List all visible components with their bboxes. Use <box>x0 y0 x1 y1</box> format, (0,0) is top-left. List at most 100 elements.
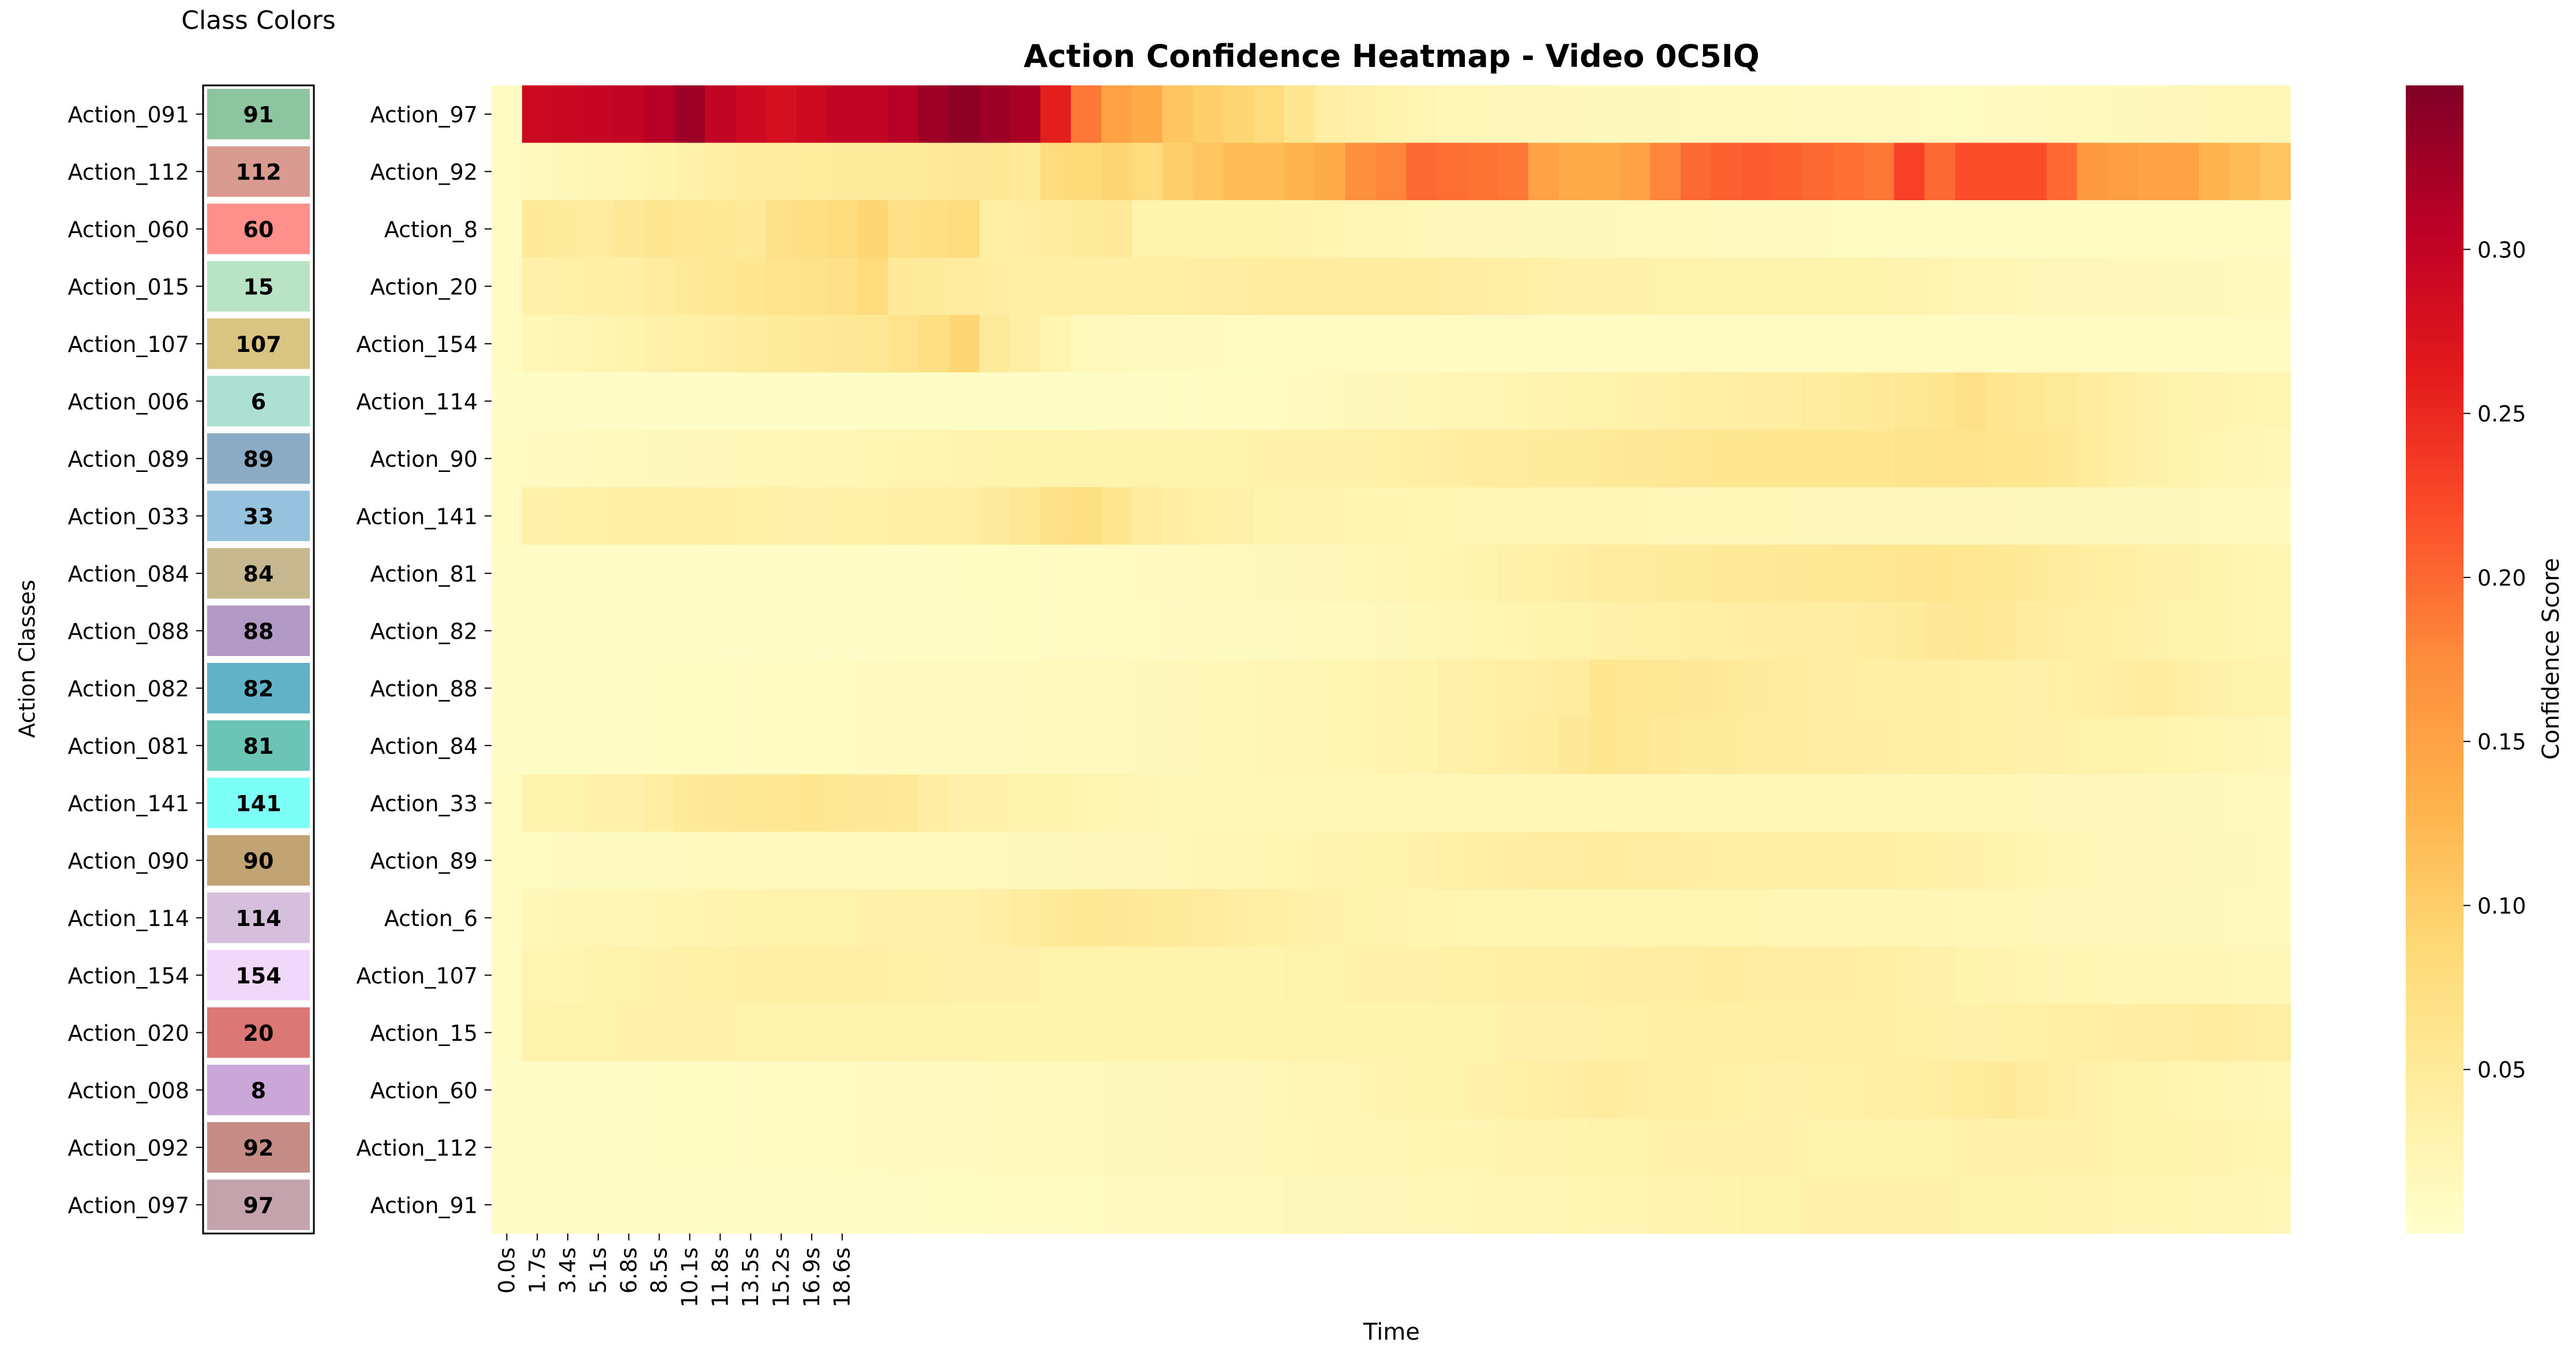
heatmap-cell <box>2138 1004 2169 1062</box>
heatmap-cell <box>1284 372 1315 430</box>
heatmap-cell <box>1071 85 1102 144</box>
heatmap-cell <box>644 831 675 890</box>
heatmap-cell <box>644 659 675 718</box>
heatmap-cell <box>2077 430 2108 488</box>
heatmap-cell <box>1619 659 1651 718</box>
heatmap-cell <box>1437 85 1468 144</box>
heatmap-cell <box>1467 602 1498 660</box>
heatmap-cell <box>1497 946 1529 1004</box>
heatmap-cell <box>766 831 797 890</box>
heatmap-cell <box>1497 545 1529 603</box>
heatmap-cell <box>1772 315 1803 373</box>
heatmap-cell <box>857 659 888 718</box>
heatmap-cell <box>2168 946 2200 1004</box>
heatmap-cell <box>796 143 827 201</box>
heatmap-cell <box>1345 85 1377 144</box>
heatmap-cell <box>1741 1004 1773 1062</box>
heatmap-cell <box>1711 1119 1742 1177</box>
heatmap-cell <box>1772 659 1803 718</box>
heatmap-cell <box>1558 85 1590 144</box>
heatmap-cell <box>2199 85 2230 144</box>
heatmap-cell <box>2199 143 2230 201</box>
legend-swatch <box>207 318 310 369</box>
heatmap-cell <box>1528 85 1559 144</box>
heatmap-cell <box>2077 717 2108 775</box>
heatmap-cell <box>552 487 584 545</box>
heatmap-cell <box>2260 889 2291 947</box>
heatmap-cell <box>1375 315 1407 373</box>
heatmap-cell <box>1772 85 1803 144</box>
heatmap-cell <box>1010 315 1041 373</box>
row-label: Action_8 <box>384 217 478 242</box>
heatmap-cell <box>1558 946 1590 1004</box>
heatmap-cell <box>1162 143 1194 201</box>
heatmap-cell <box>1924 1119 1956 1177</box>
heatmap-cell <box>552 602 584 660</box>
heatmap-cell <box>1314 889 1346 947</box>
heatmap-cell <box>918 545 950 603</box>
heatmap-cell <box>1284 1004 1315 1062</box>
heatmap-cell <box>1802 1061 1833 1119</box>
heatmap-cell <box>552 430 584 488</box>
heatmap-cell <box>1924 372 1956 430</box>
heatmap-cell <box>2260 545 2291 603</box>
heatmap-cell <box>1223 889 1254 947</box>
heatmap-cell <box>1437 946 1468 1004</box>
heatmap-cell <box>2046 85 2078 144</box>
heatmap-cell <box>796 602 827 660</box>
heatmap-cell <box>1131 487 1163 545</box>
heatmap-cell <box>1833 659 1864 718</box>
heatmap-cell <box>857 717 888 775</box>
heatmap-cell <box>1863 602 1895 660</box>
heatmap-cell <box>2168 372 2200 430</box>
heatmap-cell <box>1924 946 1956 1004</box>
heatmap-cell <box>1650 946 1681 1004</box>
legend-label: Action_033 <box>68 504 189 529</box>
heatmap-cell <box>1375 831 1407 890</box>
heatmap-cell <box>1345 1061 1377 1119</box>
heatmap-cell <box>888 1176 919 1234</box>
heatmap-cell <box>1863 430 1895 488</box>
heatmap-cell <box>1985 85 2016 144</box>
heatmap-cell <box>1802 85 1833 144</box>
heatmap-cell <box>1833 1004 1864 1062</box>
heatmap-cell <box>613 372 644 430</box>
heatmap-cell <box>522 659 553 718</box>
heatmap-cell <box>704 946 736 1004</box>
heatmap-cell <box>1437 487 1468 545</box>
heatmap-cell <box>1131 545 1163 603</box>
heatmap-cell <box>704 1176 736 1234</box>
heatmap-cell <box>2229 315 2260 373</box>
heatmap-cell <box>1497 1004 1529 1062</box>
heatmap-cell <box>1833 315 1864 373</box>
row-label: Action_107 <box>356 963 478 988</box>
heatmap-cell <box>948 659 980 718</box>
heatmap-cell <box>1711 372 1742 430</box>
heatmap-cell <box>1772 946 1803 1004</box>
heatmap-cell <box>1345 430 1377 488</box>
heatmap-cell <box>1589 831 1620 890</box>
heatmap-cell <box>766 545 797 603</box>
row-label: Action_20 <box>370 274 478 299</box>
heatmap-cell <box>1437 200 1468 258</box>
heatmap-cell <box>1741 774 1773 833</box>
heatmap-cell <box>1345 889 1377 947</box>
heatmap-cell <box>1924 545 1956 603</box>
heatmap-cell <box>1619 257 1651 316</box>
heatmap-cell <box>2107 257 2139 316</box>
heatmap-cell <box>2107 1176 2139 1234</box>
heatmap-cell <box>1863 1119 1895 1177</box>
heatmap-cell <box>948 717 980 775</box>
heatmap-cell <box>1802 430 1833 488</box>
heatmap-cell <box>2107 200 2139 258</box>
heatmap-cell <box>1223 774 1254 833</box>
heatmap-cell <box>492 430 523 488</box>
heatmap-cell <box>1284 889 1315 947</box>
heatmap-cell <box>1528 430 1559 488</box>
heatmap-cell <box>1437 1004 1468 1062</box>
heatmap-cell <box>2077 85 2108 144</box>
legend-label: Action_112 <box>68 159 189 185</box>
heatmap-cell <box>1711 602 1742 660</box>
heatmap-cell <box>583 717 614 775</box>
heatmap-cell <box>1741 430 1773 488</box>
